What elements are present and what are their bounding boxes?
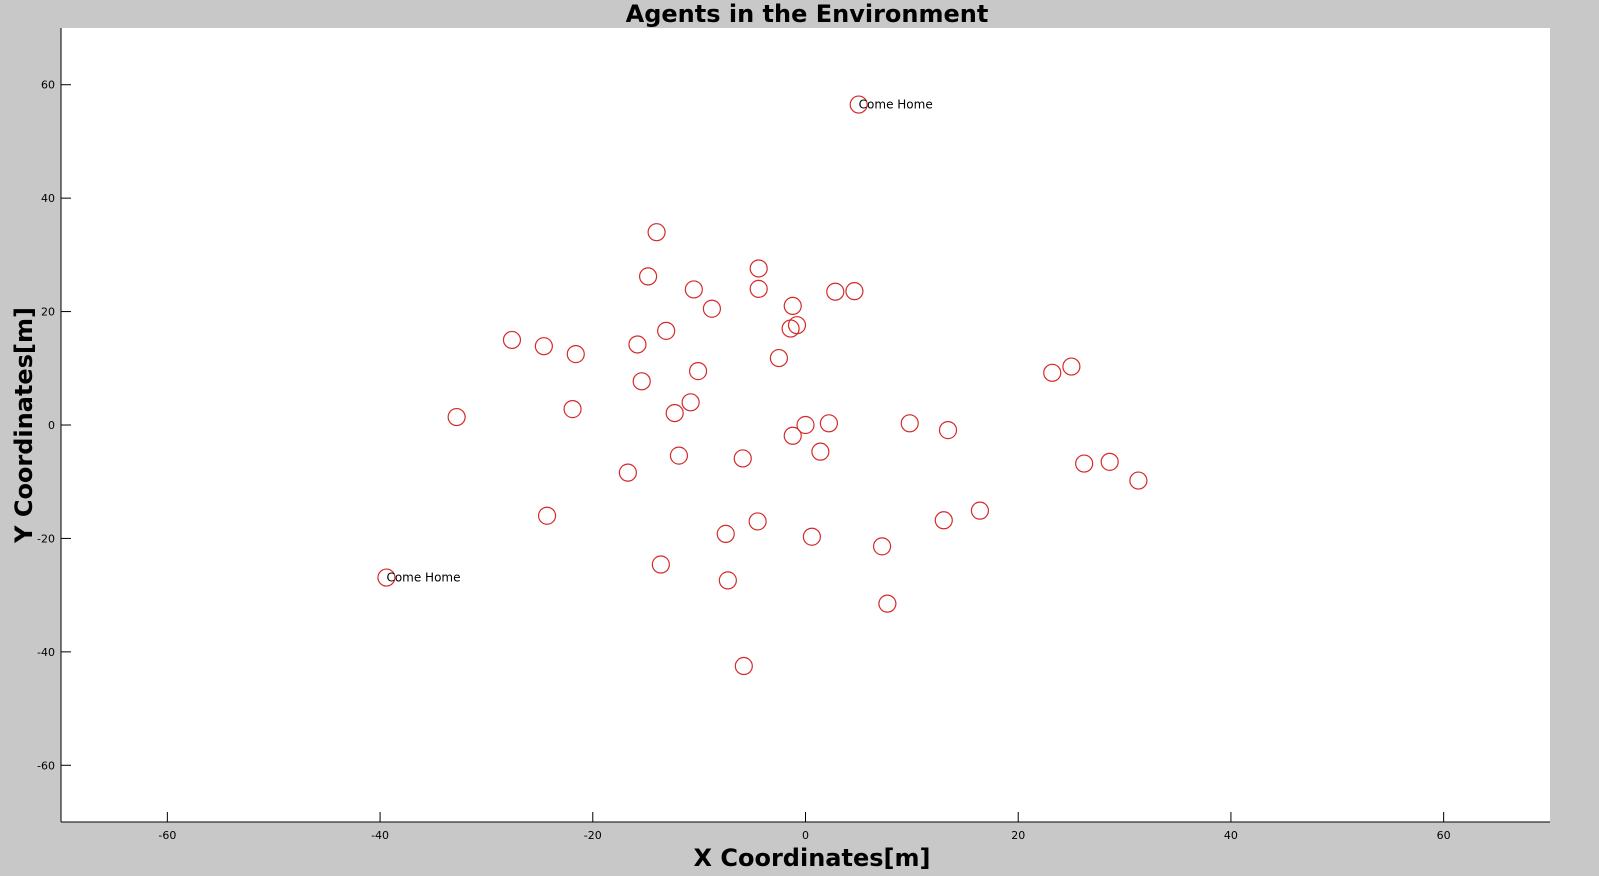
y-tick-label: 60 bbox=[41, 79, 55, 92]
y-tick-label: 40 bbox=[41, 192, 55, 205]
agent-marker bbox=[537, 506, 557, 525]
agent-marker bbox=[783, 426, 802, 445]
y-tick-label: -40 bbox=[37, 646, 55, 659]
agent-marker bbox=[502, 330, 522, 350]
x-tick-label: 60 bbox=[1437, 829, 1451, 842]
y-axis-ticks: -60 -40 -20 0 20 40 60 bbox=[37, 79, 71, 772]
agent-marker bbox=[566, 345, 585, 364]
agent-marker bbox=[938, 421, 958, 440]
x-tick-label: -20 bbox=[584, 829, 602, 842]
agent-marker bbox=[534, 337, 553, 356]
agent-marker bbox=[819, 414, 838, 433]
agent-marker bbox=[651, 555, 670, 574]
annotations: Come Home Come Home bbox=[386, 98, 932, 585]
agent-marker bbox=[811, 442, 830, 461]
agent-marker bbox=[796, 415, 815, 435]
agent-marker bbox=[628, 335, 647, 354]
agent-marker bbox=[718, 571, 737, 590]
agent-marker bbox=[1100, 452, 1119, 471]
x-tick-label: 20 bbox=[1011, 829, 1025, 842]
y-tick-label: -20 bbox=[37, 532, 55, 545]
agent-marker bbox=[970, 501, 990, 520]
agent-marker bbox=[734, 656, 753, 676]
y-axis-label: Y Coordinates[m] bbox=[10, 307, 38, 544]
come-home-annotation: Come Home bbox=[859, 98, 933, 112]
x-tick-label: 0 bbox=[802, 829, 809, 842]
agent-marker bbox=[749, 259, 768, 278]
agent-marker bbox=[632, 372, 651, 391]
x-tick-label: -40 bbox=[371, 829, 389, 842]
agent-marker bbox=[647, 223, 666, 242]
agent-marker bbox=[669, 446, 689, 465]
agent-marker bbox=[849, 95, 868, 114]
agent-marker bbox=[1129, 471, 1148, 490]
plot-area bbox=[61, 28, 1550, 822]
agent-marker bbox=[787, 316, 807, 335]
agent-marker bbox=[684, 280, 703, 299]
y-tick-label: 20 bbox=[41, 306, 55, 319]
agent-marker bbox=[688, 362, 708, 381]
agent-markers bbox=[377, 95, 1148, 676]
agent-marker bbox=[638, 267, 658, 286]
agent-marker bbox=[748, 512, 767, 531]
agent-marker bbox=[1075, 454, 1094, 473]
agent-marker bbox=[878, 594, 897, 613]
y-tick-label: 0 bbox=[48, 419, 55, 432]
agent-marker bbox=[826, 282, 845, 301]
agent-marker bbox=[749, 279, 768, 298]
agent-marker bbox=[681, 393, 700, 412]
agent-marker bbox=[377, 568, 396, 587]
y-tick-label: -60 bbox=[37, 759, 55, 772]
x-axis-label: X Coordinates[m] bbox=[694, 844, 931, 872]
agent-marker bbox=[783, 296, 802, 315]
agent-marker bbox=[769, 348, 789, 368]
come-home-annotation: Come Home bbox=[386, 571, 460, 585]
agent-marker bbox=[618, 463, 637, 482]
agent-marker bbox=[702, 299, 722, 318]
x-axis-ticks: -60 -40 -20 0 20 40 60 bbox=[158, 812, 1451, 842]
agent-marker bbox=[563, 400, 582, 419]
agent-marker bbox=[934, 511, 953, 530]
x-tick-label: 40 bbox=[1224, 829, 1238, 842]
agent-marker bbox=[900, 414, 919, 433]
agent-marker bbox=[665, 403, 684, 423]
agent-marker bbox=[447, 407, 466, 427]
agent-marker bbox=[733, 449, 752, 468]
agent-marker bbox=[1062, 357, 1081, 376]
agent-marker bbox=[716, 524, 735, 543]
agent-marker bbox=[802, 527, 821, 546]
agent-marker bbox=[1043, 363, 1062, 382]
x-tick-label: -60 bbox=[158, 829, 176, 842]
agent-marker bbox=[872, 537, 892, 556]
agent-marker bbox=[657, 321, 676, 340]
chart-title: Agents in the Environment bbox=[626, 0, 989, 28]
agent-marker bbox=[845, 282, 864, 301]
